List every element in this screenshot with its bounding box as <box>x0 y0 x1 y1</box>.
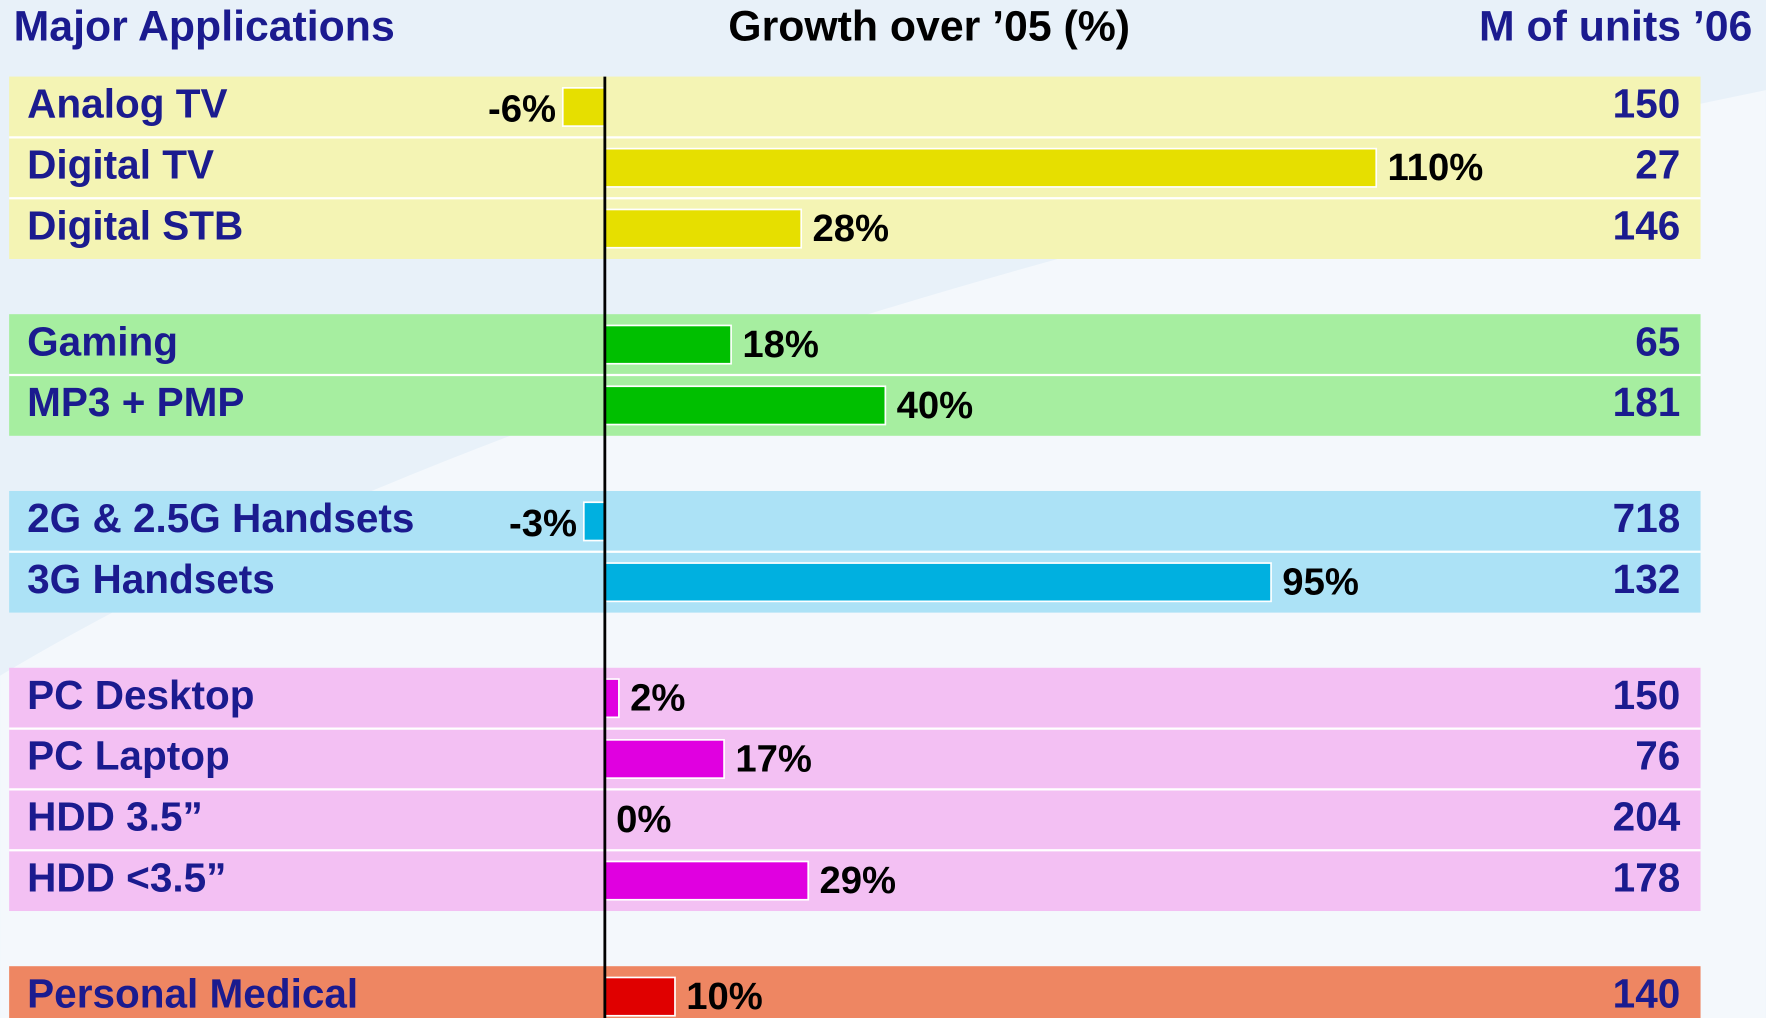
units-value: 27 <box>1635 141 1680 187</box>
category-label: MP3 + PMP <box>27 379 244 425</box>
bar <box>604 739 725 779</box>
value-label: 95% <box>1282 561 1359 604</box>
units-value: 132 <box>1613 556 1681 602</box>
group-band <box>9 966 1701 1018</box>
units-value: 204 <box>1613 794 1681 840</box>
units-value: 150 <box>1613 672 1681 718</box>
bar <box>604 385 887 426</box>
category-label: PC Desktop <box>27 672 254 718</box>
category-label: Digital STB <box>27 202 243 248</box>
value-label: 17% <box>735 737 812 780</box>
category-label: Digital TV <box>27 141 214 187</box>
value-label: 10% <box>686 975 763 1018</box>
value-label: 2% <box>630 677 685 720</box>
category-label: HDD <3.5” <box>27 854 226 900</box>
units-value: 181 <box>1613 379 1681 425</box>
bar <box>582 501 606 542</box>
units-value: 146 <box>1613 202 1681 248</box>
units-value: 718 <box>1613 495 1681 541</box>
bar <box>604 976 676 1017</box>
rows: Analog TV 150 -6% Digital TV 27 110% Digital S… <box>9 76 1701 1018</box>
bar <box>604 678 620 719</box>
bar <box>561 86 606 127</box>
value-label: 40% <box>897 384 974 427</box>
units-value: 150 <box>1613 81 1681 127</box>
bar <box>604 324 732 365</box>
value-label: 28% <box>812 207 889 250</box>
category-label: 3G Handsets <box>27 556 275 602</box>
units-value: 65 <box>1635 318 1680 364</box>
value-label: 29% <box>819 859 896 902</box>
units-value: 76 <box>1635 733 1680 779</box>
category-label: Analog TV <box>27 81 227 127</box>
value-label: 110% <box>1387 146 1483 189</box>
category-label: 2G & 2.5G Handsets <box>27 495 414 541</box>
category-label: Personal Medical <box>27 970 358 1016</box>
header-right: M of units ’06 <box>1479 3 1752 51</box>
chart-title: Growth over ’05 (%) <box>728 3 1130 51</box>
bar <box>604 208 803 249</box>
bar <box>604 860 810 901</box>
value-label: 18% <box>742 323 819 366</box>
category-label: PC Laptop <box>27 733 230 779</box>
bar <box>604 562 1272 603</box>
units-value: 178 <box>1613 854 1681 900</box>
header-left: Major Applications <box>14 3 395 51</box>
value-label: -3% <box>509 502 577 545</box>
category-label: HDD 3.5” <box>27 794 203 840</box>
units-value: 140 <box>1613 970 1681 1016</box>
value-label: -6% <box>488 88 556 131</box>
category-label: Gaming <box>27 318 178 364</box>
value-label: 0% <box>616 798 671 841</box>
bar <box>604 147 1378 188</box>
